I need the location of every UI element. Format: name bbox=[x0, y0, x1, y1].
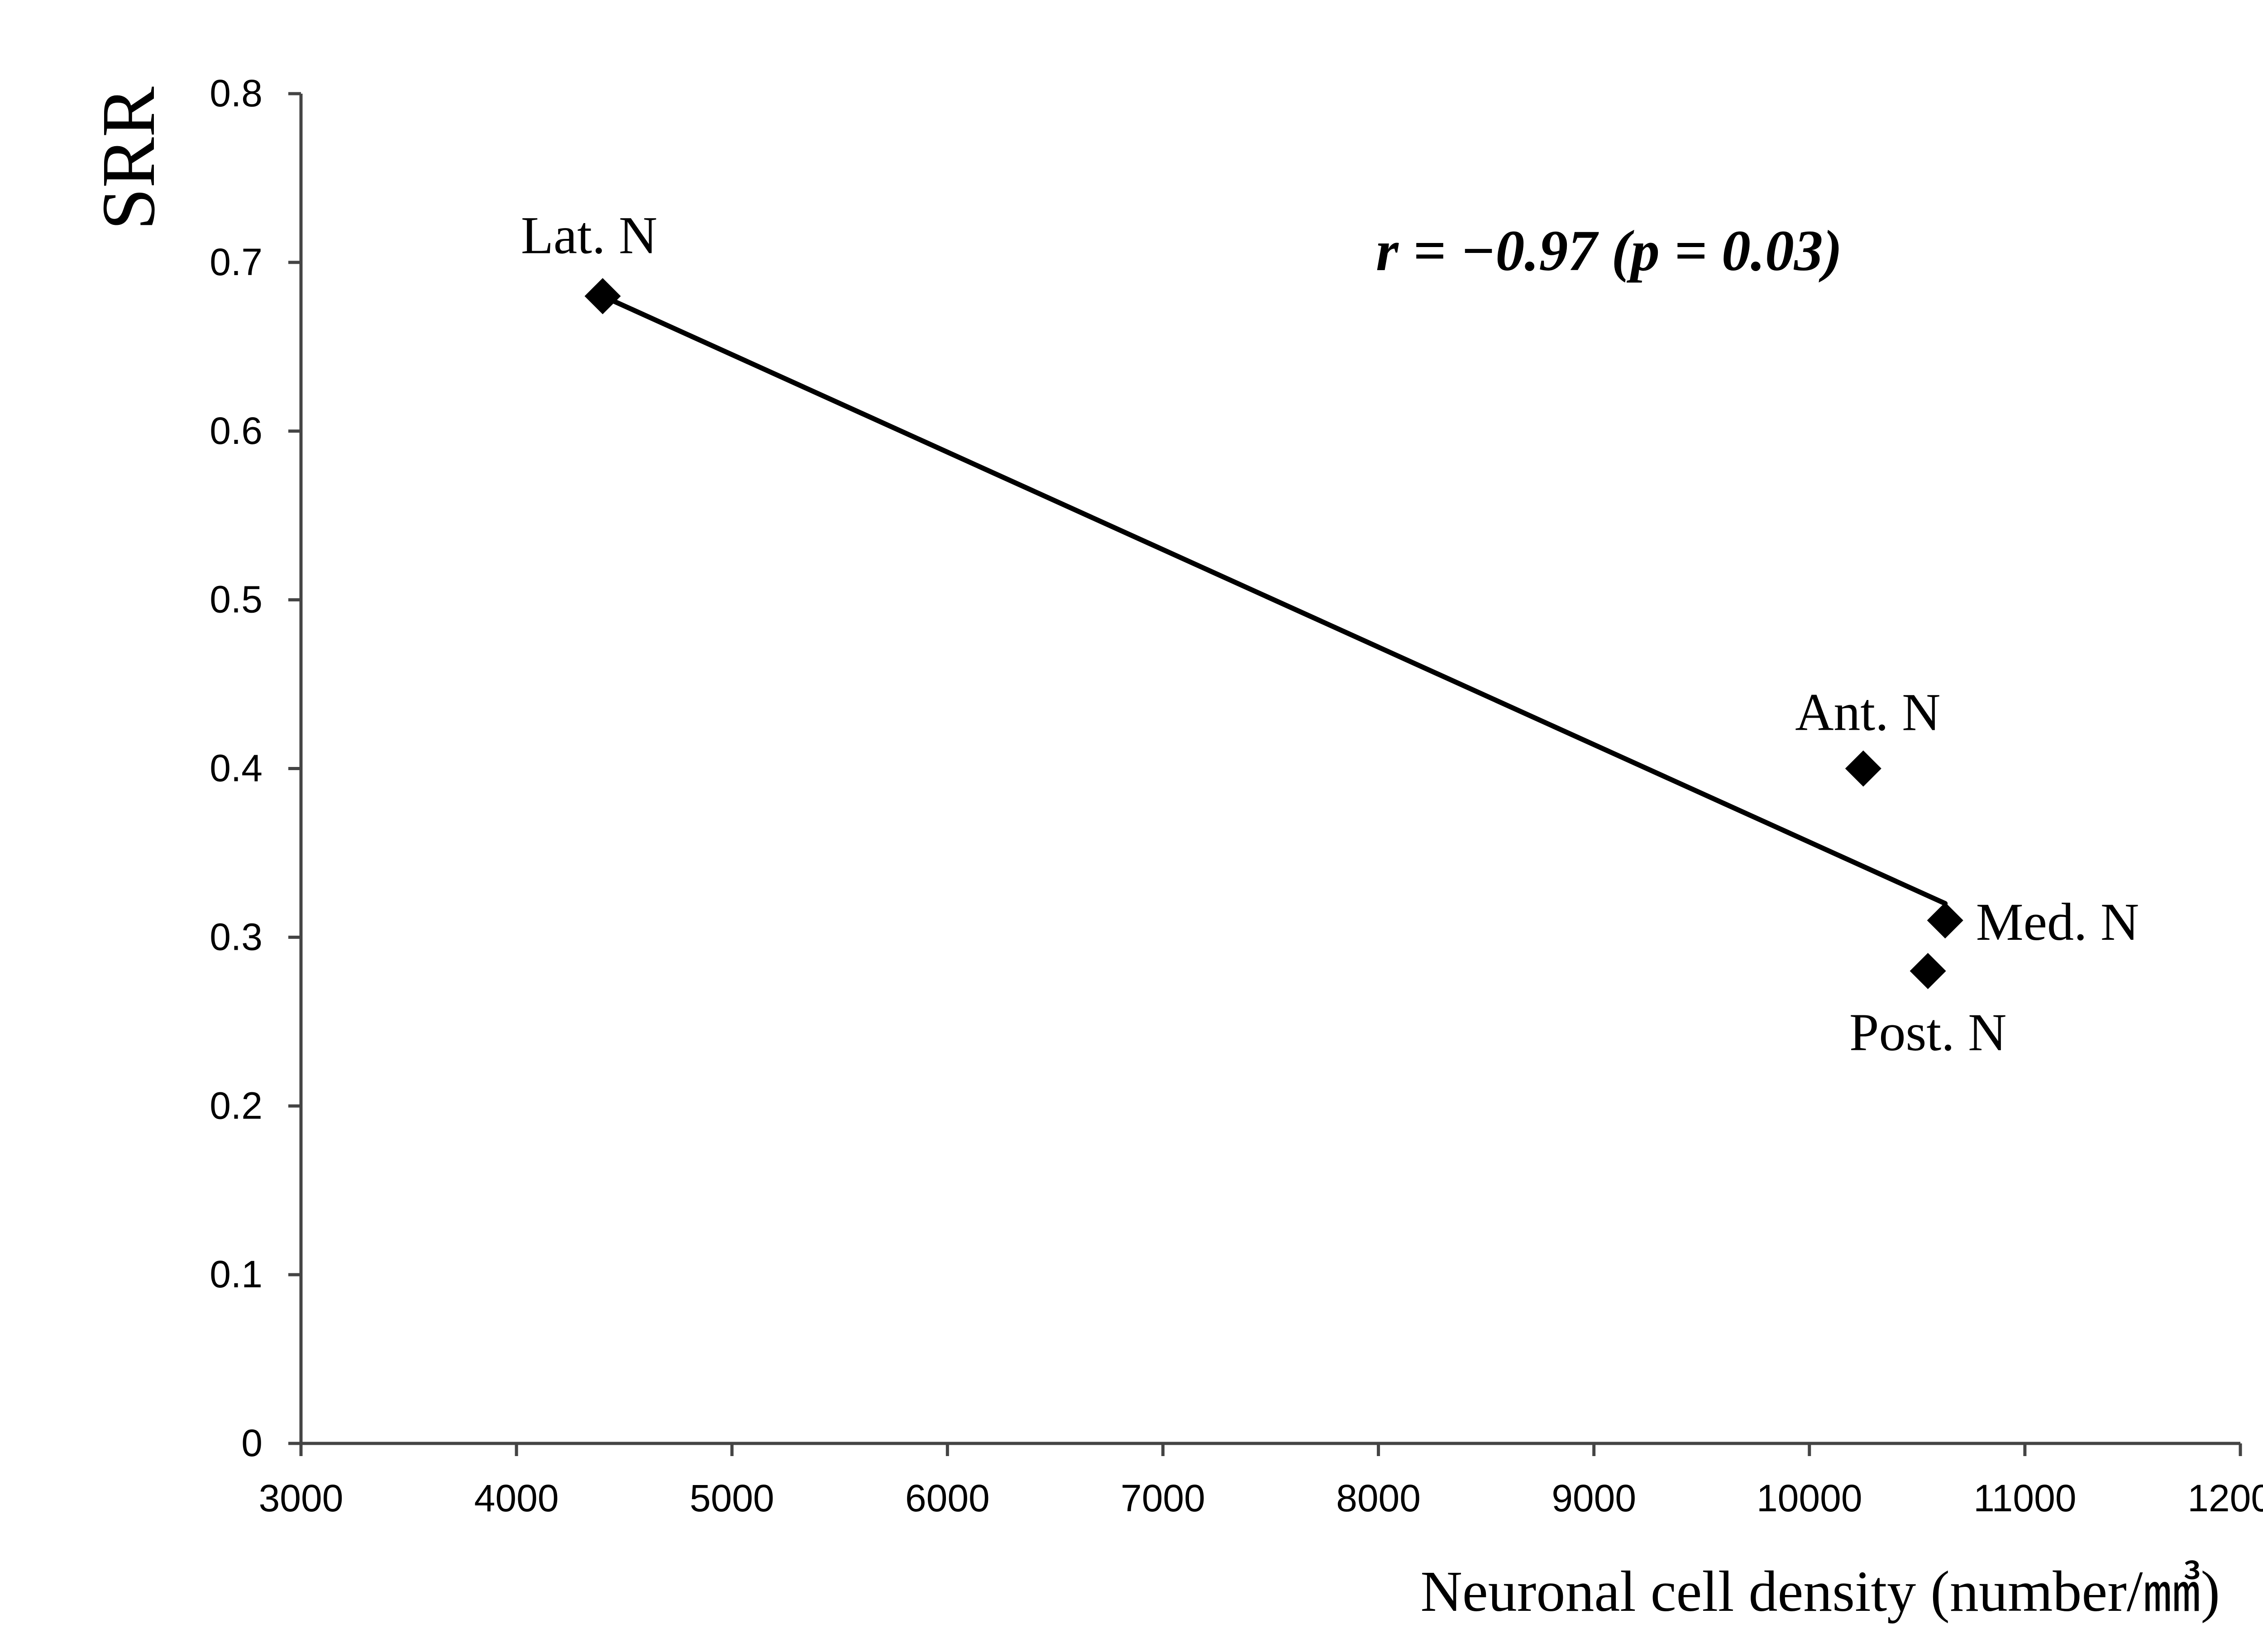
x-axis-title: Neuronal cell density (number/㎣) bbox=[1420, 1559, 2220, 1623]
x-tick-label: 11000 bbox=[1973, 1477, 2076, 1519]
x-tick-label: 12000 bbox=[2187, 1477, 2263, 1519]
y-tick-label: 0.4 bbox=[210, 747, 263, 790]
data-points bbox=[584, 278, 1963, 989]
y-tick-label: 0.2 bbox=[210, 1084, 263, 1127]
data-point-lat-n bbox=[584, 278, 621, 314]
x-tick-label: 3000 bbox=[259, 1477, 344, 1519]
y-tick-label: 0.7 bbox=[210, 241, 263, 283]
x-tick-label: 6000 bbox=[905, 1477, 990, 1519]
y-tick-label: 0 bbox=[241, 1422, 263, 1464]
y-tick-label: 0.5 bbox=[210, 578, 263, 621]
point-labels: Lat. N Ant. N Med. N Post. N bbox=[521, 205, 2139, 1062]
x-tick-label: 10000 bbox=[1757, 1477, 1862, 1519]
point-label: Lat. N bbox=[521, 205, 657, 265]
point-label: Med. N bbox=[1976, 892, 2139, 952]
y-tick-label: 0.6 bbox=[210, 409, 263, 452]
data-point-post-n bbox=[1910, 952, 1946, 989]
data-point-ant-n bbox=[1845, 750, 1881, 787]
x-tick-label: 4000 bbox=[474, 1477, 559, 1519]
data-point-med-n bbox=[1927, 902, 1963, 939]
y-tick-label: 0.3 bbox=[210, 915, 263, 958]
ticks: 0 0.1 0.2 0.3 0.4 0.5 0.6 0.7 0.8 3000 4000 5000 600… bbox=[210, 72, 2263, 1519]
correlation-annotation: r = −0.97 (p = 0.03) bbox=[1376, 219, 1843, 283]
point-label: Post. N bbox=[1849, 1003, 2007, 1062]
point-label: Ant. N bbox=[1795, 683, 1940, 742]
x-tick-label: 9000 bbox=[1552, 1477, 1636, 1519]
x-tick-label: 8000 bbox=[1336, 1477, 1421, 1519]
y-tick-label: 0.1 bbox=[210, 1253, 263, 1295]
y-tick-label: 0.8 bbox=[210, 72, 263, 114]
trend-line bbox=[600, 293, 1948, 906]
x-tick-label: 7000 bbox=[1121, 1477, 1205, 1519]
y-axis-title: SRR bbox=[86, 86, 171, 230]
x-tick-label: 5000 bbox=[690, 1477, 774, 1519]
